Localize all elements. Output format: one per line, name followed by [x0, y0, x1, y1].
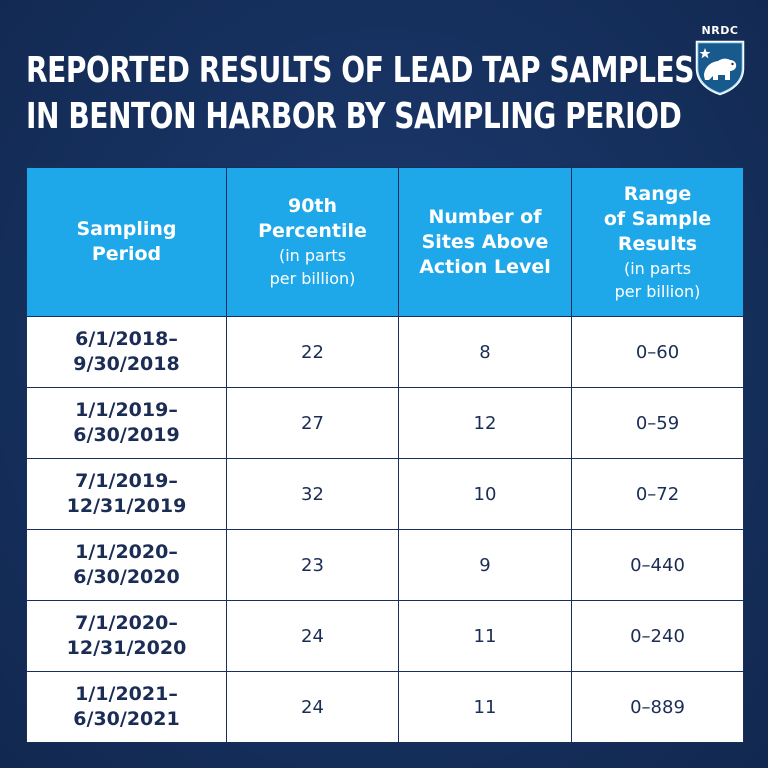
- range-cell: 0–889: [571, 671, 744, 743]
- title-line-1: REPORTED RESULTS OF LEAD TAP SAMPLES: [26, 50, 694, 91]
- period-end: 6/30/2021: [73, 708, 180, 730]
- header-text: 90th: [287, 195, 338, 217]
- header-90th-percentile: 90th Percentile (in parts per billion): [226, 167, 399, 317]
- period-start: 7/1/2020–: [75, 612, 178, 634]
- title-line-2: IN BENTON HARBOR BY SAMPLING PERIOD: [26, 96, 682, 137]
- period-end: 6/30/2020: [73, 566, 180, 588]
- period-end: 12/31/2019: [66, 495, 187, 517]
- table-row: 1/1/2020– 6/30/2020 23 9 0–440: [26, 529, 744, 601]
- period-end: 6/30/2019: [73, 424, 180, 446]
- period-start: 6/1/2018–: [75, 328, 178, 350]
- header-range-of-sample-results: Range of Sample Results (in parts per bi…: [571, 167, 744, 317]
- header-unit: per billion): [269, 269, 356, 288]
- header-text: Range: [623, 182, 692, 205]
- period-cell: 7/1/2020– 12/31/2020: [26, 600, 227, 672]
- period-start: 1/1/2019–: [75, 399, 178, 421]
- period-cell: 1/1/2021– 6/30/2021: [26, 671, 227, 743]
- header-text: of Sample: [603, 207, 712, 230]
- table-row: 1/1/2021– 6/30/2021 24 11 0–889: [26, 671, 744, 743]
- polar-bear-shield-icon: [695, 40, 745, 96]
- range-cell: 0–72: [571, 458, 744, 530]
- period-start: 1/1/2020–: [75, 541, 178, 563]
- period-start: 7/1/2019–: [75, 470, 178, 492]
- header-sites-above-action-level: Number of Sites Above Action Level: [398, 167, 572, 317]
- percentile-cell: 32: [226, 458, 399, 530]
- period-start: 1/1/2021–: [75, 683, 178, 705]
- header-row: Sampling Period 90th Percentile (in part…: [26, 167, 744, 317]
- sites-above-cell: 9: [398, 529, 572, 601]
- table-row: 1/1/2019– 6/30/2019 27 12 0–59: [26, 387, 744, 459]
- header-text: Results: [617, 232, 698, 255]
- header-text: Percentile: [258, 220, 367, 242]
- sites-above-cell: 12: [398, 387, 572, 459]
- header-text: Sites Above: [421, 230, 549, 253]
- table-row: 6/1/2018– 9/30/2018 22 8 0–60: [26, 316, 744, 388]
- period-cell: 1/1/2020– 6/30/2020: [26, 529, 227, 601]
- period-end: 9/30/2018: [73, 353, 180, 375]
- table-row: 7/1/2020– 12/31/2020 24 11 0–240: [26, 600, 744, 672]
- percentile-cell: 24: [226, 671, 399, 743]
- header-sampling-period: Sampling Period: [26, 167, 227, 317]
- period-cell: 7/1/2019– 12/31/2019: [26, 458, 227, 530]
- percentile-cell: 22: [226, 316, 399, 388]
- range-cell: 0–240: [571, 600, 744, 672]
- header-text: Sampling: [76, 218, 177, 240]
- range-cell: 0–440: [571, 529, 744, 601]
- period-cell: 1/1/2019– 6/30/2019: [26, 387, 227, 459]
- percentile-cell: 23: [226, 529, 399, 601]
- header-unit: (in parts: [278, 246, 347, 265]
- nrdc-logo: NRDC: [694, 24, 746, 98]
- range-cell: 0–59: [571, 387, 744, 459]
- percentile-cell: 24: [226, 600, 399, 672]
- table-row: 7/1/2019– 12/31/2019 32 10 0–72: [26, 458, 744, 530]
- header-text: Period: [91, 243, 162, 265]
- sites-above-cell: 10: [398, 458, 572, 530]
- sites-above-cell: 8: [398, 316, 572, 388]
- header-text: Number of: [428, 205, 542, 228]
- header-unit: (in parts: [623, 258, 692, 278]
- lead-results-table: Sampling Period 90th Percentile (in part…: [26, 167, 744, 743]
- period-cell: 6/1/2018– 9/30/2018: [26, 316, 227, 388]
- logo-text: NRDC: [701, 24, 739, 37]
- percentile-cell: 27: [226, 387, 399, 459]
- header-unit: per billion): [614, 281, 701, 301]
- page-title: REPORTED RESULTS OF LEAD TAP SAMPLES IN …: [26, 48, 694, 140]
- sites-above-cell: 11: [398, 671, 572, 743]
- sites-above-cell: 11: [398, 600, 572, 672]
- header-text: Action Level: [419, 255, 551, 278]
- period-end: 12/31/2020: [66, 637, 187, 659]
- range-cell: 0–60: [571, 316, 744, 388]
